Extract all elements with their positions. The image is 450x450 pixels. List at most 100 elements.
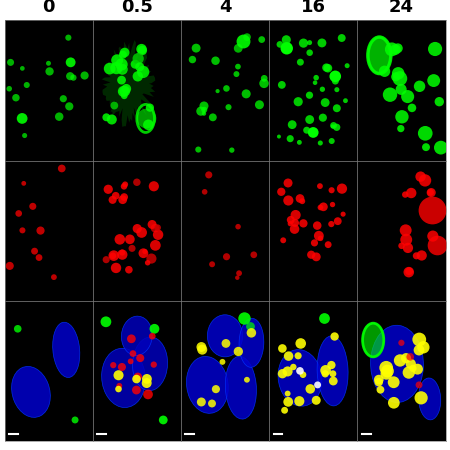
Point [288,121,296,128]
Ellipse shape [12,366,50,418]
Point [138,229,145,236]
Ellipse shape [370,325,423,402]
Point [136,63,143,71]
Point [418,252,425,259]
Point [334,217,342,225]
Point [205,171,212,179]
Point [278,81,285,89]
Ellipse shape [278,350,322,406]
Point [113,57,121,64]
Point [306,116,313,123]
Point [125,266,132,273]
Point [208,400,216,407]
Point [214,87,221,94]
Point [407,353,414,360]
Point [72,416,79,423]
Point [395,70,402,77]
Point [403,236,410,243]
Point [111,102,118,109]
Point [109,252,117,260]
Point [306,39,313,46]
Point [319,86,326,93]
Point [140,68,147,76]
Point [276,41,284,48]
Point [29,203,36,210]
Point [292,212,299,219]
Point [317,204,324,211]
Point [294,352,302,360]
Point [398,339,405,346]
Point [241,314,248,321]
Point [19,65,26,72]
Point [308,251,315,258]
Point [109,196,116,203]
Point [407,360,414,368]
Point [430,77,437,84]
Point [427,189,434,196]
Point [261,75,268,82]
Point [128,335,135,342]
Ellipse shape [418,378,441,420]
Point [212,57,219,64]
Point [258,36,265,43]
Point [148,255,155,262]
Point [402,355,410,362]
Text: 4: 4 [219,0,231,16]
Point [193,45,200,52]
Point [121,194,128,201]
Point [144,391,152,398]
Point [423,144,430,151]
Point [328,137,335,144]
Point [416,83,423,90]
Point [397,86,405,93]
Point [314,222,321,229]
Point [127,358,134,365]
Point [343,62,351,69]
Point [436,98,443,105]
Point [279,237,287,244]
Point [144,259,151,266]
Point [112,264,120,271]
Point [303,126,310,134]
Point [329,201,336,208]
Point [31,248,38,255]
Point [297,367,304,374]
Point [201,106,208,113]
Point [324,65,332,72]
Point [121,88,128,95]
Point [110,252,117,259]
Point [122,181,129,188]
Point [392,73,399,81]
Point [328,220,335,228]
Point [234,63,242,70]
Point [413,252,420,259]
Point [50,274,58,281]
Point [408,189,415,197]
Point [285,197,292,204]
Point [143,379,150,387]
Point [296,139,303,146]
Text: 0.5: 0.5 [121,0,153,16]
Circle shape [368,37,391,73]
Point [58,165,65,172]
Point [392,46,399,53]
Point [319,114,326,122]
Ellipse shape [186,356,228,414]
Point [313,397,320,404]
Point [297,195,304,202]
Point [223,85,230,92]
Point [381,68,388,75]
Point [135,55,142,62]
Point [432,45,439,53]
Point [139,47,146,54]
Point [279,345,286,352]
Point [323,64,330,71]
Point [332,73,339,80]
Point [297,58,304,66]
Point [151,325,158,333]
Point [300,40,307,47]
Point [299,198,306,205]
Point [235,270,243,277]
Point [317,140,324,147]
Point [119,66,126,73]
